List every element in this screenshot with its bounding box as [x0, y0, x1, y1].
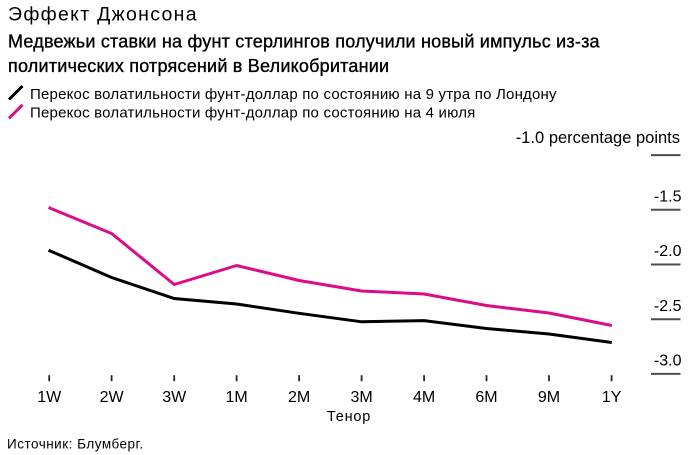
- svg-text:Перекос волатильности фунт-дол: Перекос волатильности фунт-доллар по сос…: [30, 105, 476, 122]
- svg-text:Источник: Блумберг.: Источник: Блумберг.: [7, 437, 144, 452]
- svg-text:1W: 1W: [37, 389, 62, 406]
- svg-text:4M: 4M: [413, 389, 435, 406]
- svg-text:3M: 3M: [350, 389, 372, 406]
- svg-text:-2.5: -2.5: [654, 298, 682, 315]
- svg-text:9M: 9M: [538, 389, 560, 406]
- svg-text:-3.0: -3.0: [654, 353, 682, 370]
- svg-text:3W: 3W: [162, 389, 187, 406]
- svg-text:-1.0 percentage points: -1.0 percentage points: [516, 129, 680, 147]
- svg-text:политических потрясений в Вели: политических потрясений в Великобритании: [8, 56, 389, 76]
- svg-text:-2.0: -2.0: [654, 243, 682, 260]
- svg-text:Эффект Джонсона: Эффект Джонсона: [8, 4, 198, 26]
- svg-text:1Y: 1Y: [602, 389, 622, 406]
- svg-text:2W: 2W: [100, 389, 125, 406]
- svg-text:-1.5: -1.5: [654, 188, 682, 205]
- svg-text:2M: 2M: [288, 389, 310, 406]
- svg-text:6M: 6M: [475, 389, 497, 406]
- svg-text:1M: 1M: [225, 389, 247, 406]
- svg-text:Перекос волатильности фунт-дол: Перекос волатильности фунт-доллар по сос…: [30, 86, 557, 103]
- svg-text:Тенор: Тенор: [327, 409, 371, 425]
- svg-text:Медвежьи ставки на фунт стерли: Медвежьи ставки на фунт стерлингов получ…: [8, 31, 601, 51]
